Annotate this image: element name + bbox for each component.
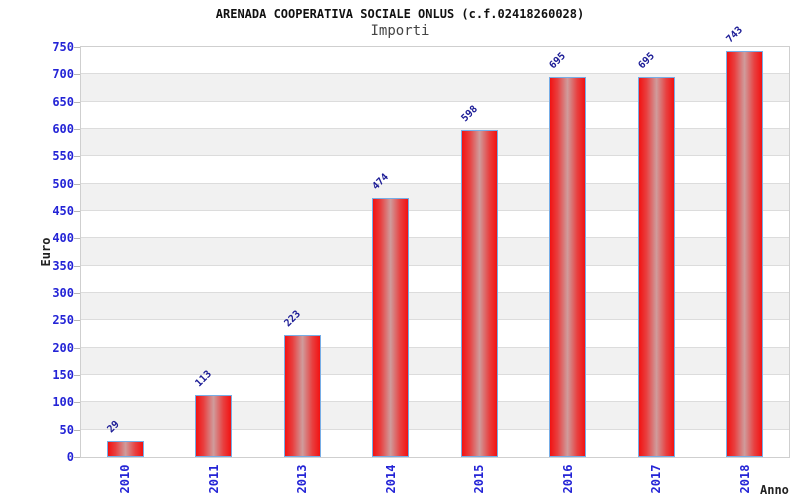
background-band <box>81 293 789 321</box>
y-tick-mark <box>74 429 80 431</box>
y-tick-label: 400 <box>52 231 74 246</box>
gridline <box>81 100 789 102</box>
bar-2018 <box>726 50 764 457</box>
y-tick-label: 0 <box>66 450 74 464</box>
background-band <box>81 211 789 239</box>
background-band <box>81 129 789 157</box>
y-tick-label: 500 <box>52 176 74 191</box>
y-tick-mark <box>74 320 80 322</box>
gridline <box>81 264 789 266</box>
y-tick-mark <box>74 402 80 404</box>
bar-2015 <box>460 130 498 457</box>
y-tick-mark <box>74 457 80 458</box>
y-tick-label: 600 <box>52 122 74 136</box>
y-tick-label: 550 <box>52 149 74 164</box>
y-tick-mark <box>74 238 80 240</box>
y-tick-mark <box>74 265 80 267</box>
plot-area <box>80 46 790 458</box>
background-band <box>81 183 789 211</box>
y-tick-label: 350 <box>52 258 74 273</box>
gridline <box>81 73 789 75</box>
background-band <box>81 375 789 403</box>
chart-subtitle: Importi <box>370 23 430 39</box>
x-tick-label-2015: 2015 <box>472 464 487 494</box>
y-tick-mark <box>74 293 80 294</box>
y-tick-label: 100 <box>52 395 74 410</box>
gridline <box>81 401 789 403</box>
gridline <box>81 374 789 375</box>
bar-2014 <box>372 197 410 457</box>
gridline <box>81 237 789 239</box>
gridline <box>81 428 789 430</box>
gridline <box>81 346 789 348</box>
background-band <box>81 156 789 184</box>
y-tick-mark <box>74 101 80 103</box>
chart-title: ARENADA COOPERATIVA SOCIALE ONLUS (c.f.0… <box>215 7 585 21</box>
x-tick-label-2016: 2016 <box>560 464 575 494</box>
y-tick-mark <box>74 156 80 158</box>
y-tick-label: 650 <box>52 94 74 109</box>
y-tick-label: 700 <box>52 67 74 82</box>
x-tick-label-2013: 2013 <box>295 464 310 494</box>
background-band <box>81 47 789 75</box>
y-tick-label: 50 <box>59 422 74 437</box>
y-tick-mark <box>74 129 80 130</box>
gridline <box>81 182 789 184</box>
background-band <box>81 74 789 102</box>
y-tick-mark <box>74 375 80 376</box>
x-tick-label-2011: 2011 <box>206 464 221 494</box>
background-band <box>81 320 789 348</box>
background-band <box>81 238 789 266</box>
y-tick-label: 750 <box>52 40 74 54</box>
x-tick-label-2010: 2010 <box>118 464 133 494</box>
bar-2017 <box>637 77 675 457</box>
bar-2011 <box>195 395 233 457</box>
background-band <box>81 101 789 129</box>
gridline <box>81 128 789 129</box>
y-tick-label: 250 <box>52 313 74 328</box>
y-tick-label: 200 <box>52 340 74 355</box>
bar-2010 <box>106 441 144 457</box>
y-tick-mark <box>74 211 80 212</box>
x-axis-title: Anno <box>760 483 789 497</box>
y-tick-mark <box>74 347 80 349</box>
background-band <box>81 347 789 375</box>
y-tick-label: 150 <box>52 368 74 382</box>
background-band <box>81 402 789 430</box>
background-band <box>81 429 789 457</box>
y-tick-mark <box>74 74 80 76</box>
y-tick-mark <box>74 47 80 48</box>
x-tick-label-2017: 2017 <box>649 464 664 494</box>
gridline <box>81 155 789 157</box>
x-tick-label-2014: 2014 <box>383 464 398 494</box>
y-tick-label: 300 <box>52 286 74 300</box>
background-band <box>81 265 789 293</box>
y-tick-mark <box>74 183 80 185</box>
gridline <box>81 210 789 211</box>
bar-2016 <box>549 77 587 457</box>
y-tick-label: 450 <box>52 204 74 218</box>
gridline <box>81 319 789 321</box>
bar-2013 <box>283 335 321 457</box>
gridline <box>81 292 789 293</box>
x-tick-label-2018: 2018 <box>737 464 752 494</box>
